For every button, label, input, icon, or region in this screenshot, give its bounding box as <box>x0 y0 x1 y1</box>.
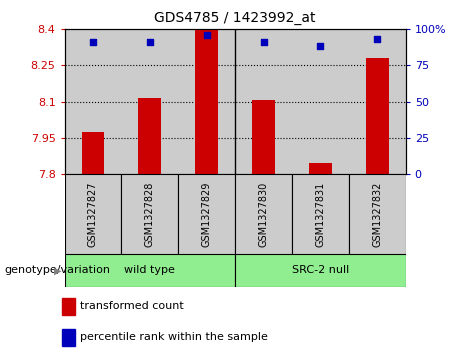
Bar <box>309 163 332 174</box>
Bar <box>235 254 406 287</box>
Bar <box>82 132 104 174</box>
Bar <box>252 101 275 174</box>
Text: GSM1327827: GSM1327827 <box>88 182 98 247</box>
Bar <box>235 174 292 254</box>
Point <box>89 39 97 45</box>
Text: GSM1327829: GSM1327829 <box>201 182 212 247</box>
Point <box>203 32 210 38</box>
Text: GSM1327828: GSM1327828 <box>145 182 155 247</box>
Text: GSM1327830: GSM1327830 <box>259 182 269 247</box>
Bar <box>65 254 235 287</box>
Point <box>146 39 154 45</box>
Bar <box>292 174 349 254</box>
Bar <box>178 174 235 254</box>
Point <box>317 44 324 49</box>
Bar <box>349 174 406 254</box>
Title: GDS4785 / 1423992_at: GDS4785 / 1423992_at <box>154 11 316 25</box>
Point <box>260 39 267 45</box>
Text: SRC-2 null: SRC-2 null <box>292 265 349 276</box>
Bar <box>62 298 75 315</box>
Text: wild type: wild type <box>124 265 175 276</box>
Bar <box>138 98 161 174</box>
Text: transformed count: transformed count <box>80 301 183 311</box>
Text: percentile rank within the sample: percentile rank within the sample <box>80 332 268 342</box>
Text: GSM1327832: GSM1327832 <box>372 182 382 247</box>
Point <box>373 36 381 42</box>
Text: ▶: ▶ <box>54 265 61 276</box>
Bar <box>121 174 178 254</box>
Bar <box>65 174 121 254</box>
Text: GSM1327831: GSM1327831 <box>315 182 325 247</box>
Bar <box>195 30 218 174</box>
Text: genotype/variation: genotype/variation <box>5 265 111 276</box>
Bar <box>366 58 389 174</box>
Bar <box>62 329 75 346</box>
